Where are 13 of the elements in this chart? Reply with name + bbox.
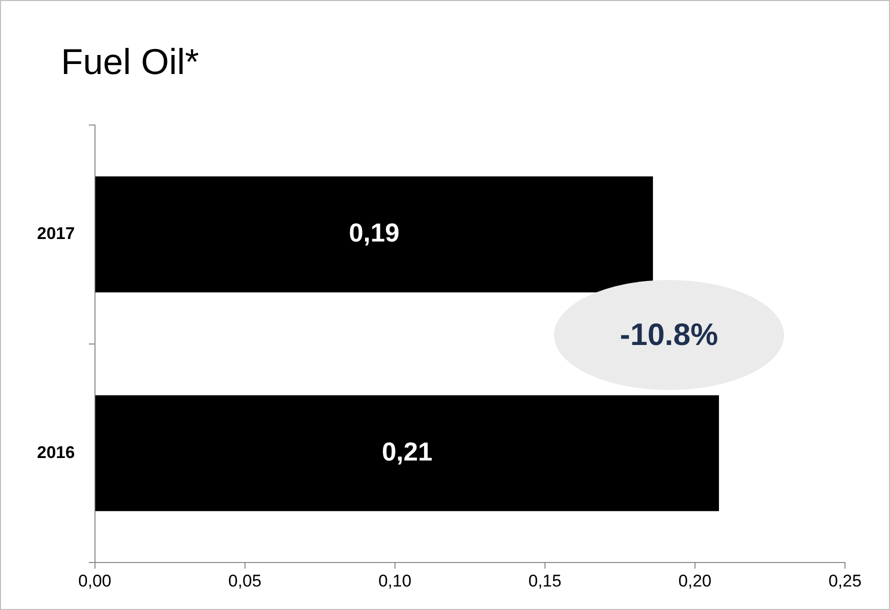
x-tick-label: 0,10 (378, 571, 412, 590)
ellipse-badge: -10.8% (554, 280, 784, 390)
x-tick-label: 0,05 (228, 571, 262, 590)
y-tick-label: 2017 (36, 224, 75, 244)
x-tick-label: 0,25 (828, 571, 862, 590)
data-label: 0,21 (382, 436, 432, 466)
x-tick-label: 0,15 (528, 571, 562, 590)
chart-title: Fuel Oil* (61, 41, 200, 83)
data-label: 0,19 (348, 218, 400, 248)
annotation: -10.8% (620, 317, 718, 353)
y-tick-label: 2016 (36, 442, 75, 462)
x-tick-label: 0,20 (678, 571, 712, 590)
x-tick-label: 0,00 (78, 571, 112, 590)
